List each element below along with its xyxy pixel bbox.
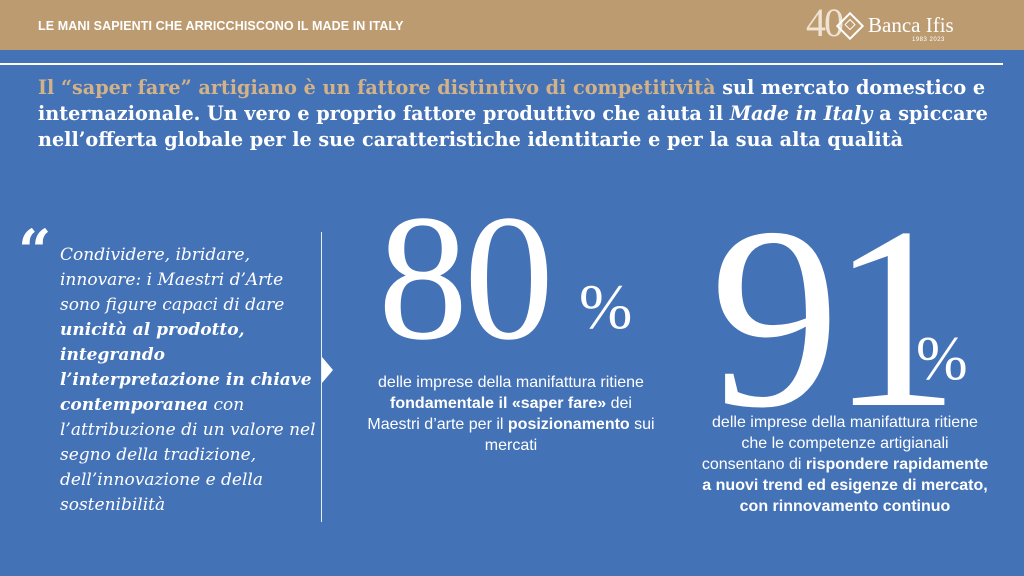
logo-brand-name: Banca Ifis [868,13,954,37]
quote-text: Condividere, ibridare, innovare: i Maest… [60,243,318,518]
quote-bold: unicità al prodotto, integrando l’interp… [60,320,312,415]
headline-highlight: Il “saper fare” artigiano è un fattore d… [38,76,716,99]
headline: Il “saper fare” artigiano è un fattore d… [38,75,1008,153]
stat2-percent: % [916,325,968,393]
headline-rule [0,63,1003,65]
quote-part2: con l’attribuzione di un valore nel segn… [60,395,316,515]
stat2-description: delle imprese della manifattura ritiene … [700,412,990,517]
stat2-bold1: rispondere rapidamente a nuovi trend ed … [702,456,989,515]
stat1-text2: dei Maestri d’arte per il [367,395,632,433]
stat1-percent: % [579,271,633,342]
stat2-text1: delle imprese della manifattura ritiene … [701,414,978,473]
stat1-description: delle imprese della manifattura ritiene … [366,372,656,456]
quote-part1: Condividere, ibridare, innovare: i Maest… [60,245,285,315]
quote-mark-icon: “ [18,217,52,285]
headline-part3: a spiccare nell’offerta globale per le s… [38,102,988,151]
stat1-text3: sui mercati [484,416,655,454]
logo-anniversary-number: 40 [806,0,844,45]
banca-ifis-logo: 40 Banca Ifis 1983 2023 [806,1,996,45]
stat1-bold2: posizionamento [507,416,630,433]
header-title: LE MANI SAPIENTI CHE ARRICCHISCONO IL MA… [38,19,404,33]
stat1-text1: delle imprese della manifattura ritiene [378,374,644,391]
arrow-right-icon [322,357,333,383]
stat1-bold1: fondamentale il «saper fare» [390,395,607,412]
vertical-divider [321,232,322,522]
headline-made-in-italy: Made in Italy [729,102,873,125]
stat1-value: 80 [378,178,554,377]
headline-part2: sul mercato domestico e internazionale. … [38,76,986,125]
stat2-value: 91 [710,174,960,462]
logo-years: 1983 2023 [912,37,945,43]
header-bar: LE MANI SAPIENTI CHE ARRICCHISCONO IL MA… [0,0,1024,50]
